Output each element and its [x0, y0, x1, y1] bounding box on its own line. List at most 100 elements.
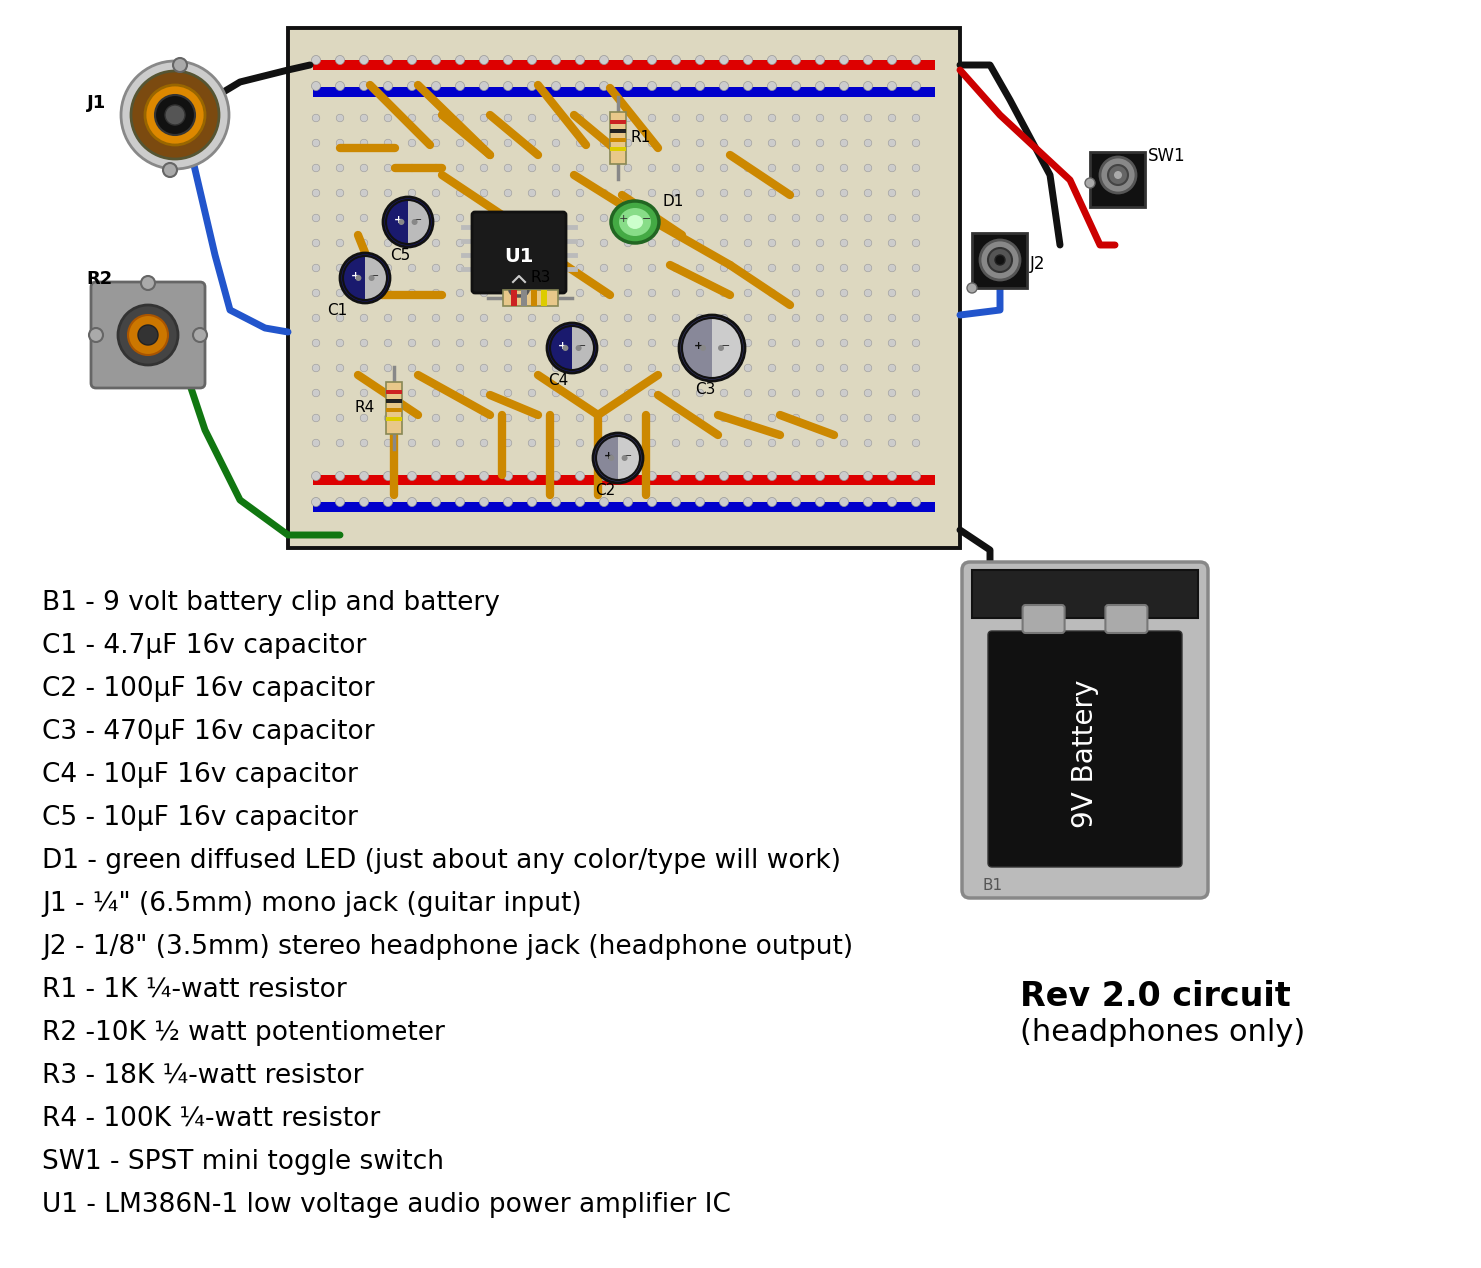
Circle shape: [384, 214, 392, 222]
FancyBboxPatch shape: [972, 233, 1026, 288]
Text: +: +: [351, 271, 360, 281]
Circle shape: [792, 314, 800, 322]
Circle shape: [409, 264, 416, 271]
Circle shape: [432, 439, 440, 446]
Circle shape: [360, 56, 369, 65]
Circle shape: [529, 364, 536, 372]
Circle shape: [791, 497, 801, 506]
Circle shape: [624, 289, 632, 297]
Circle shape: [649, 214, 656, 222]
Circle shape: [840, 415, 847, 422]
Circle shape: [863, 81, 872, 90]
Circle shape: [701, 345, 706, 351]
Circle shape: [624, 439, 632, 446]
Bar: [387, 408, 401, 412]
Circle shape: [504, 340, 512, 347]
Circle shape: [600, 264, 607, 271]
Circle shape: [384, 415, 392, 422]
Circle shape: [311, 472, 320, 481]
Circle shape: [336, 289, 344, 297]
Circle shape: [816, 415, 823, 422]
Text: +: +: [394, 216, 403, 224]
Circle shape: [743, 114, 752, 122]
Circle shape: [791, 472, 801, 481]
Polygon shape: [407, 200, 429, 243]
Circle shape: [504, 81, 512, 90]
Circle shape: [769, 139, 776, 147]
Text: C5 - 10μF 16v capacitor: C5 - 10μF 16v capacitor: [41, 805, 358, 831]
Circle shape: [865, 189, 872, 197]
Circle shape: [863, 497, 872, 506]
Circle shape: [720, 389, 727, 397]
Circle shape: [649, 164, 656, 171]
Circle shape: [720, 240, 727, 247]
Circle shape: [336, 189, 344, 197]
Circle shape: [336, 415, 344, 422]
Circle shape: [398, 219, 404, 224]
Circle shape: [912, 389, 920, 397]
Circle shape: [718, 345, 724, 351]
Circle shape: [720, 415, 727, 422]
Circle shape: [387, 200, 429, 243]
Circle shape: [480, 189, 487, 197]
Circle shape: [696, 240, 703, 247]
Circle shape: [980, 240, 1020, 280]
Circle shape: [816, 164, 823, 171]
Circle shape: [769, 189, 776, 197]
Circle shape: [792, 415, 800, 422]
Circle shape: [889, 340, 896, 347]
Circle shape: [456, 314, 464, 322]
Bar: [387, 391, 401, 394]
Text: C1 - 4.7μF 16v capacitor: C1 - 4.7μF 16v capacitor: [41, 633, 366, 659]
Circle shape: [743, 139, 752, 147]
Circle shape: [792, 289, 800, 297]
FancyBboxPatch shape: [90, 281, 204, 388]
Circle shape: [312, 439, 320, 446]
Circle shape: [360, 189, 367, 197]
Circle shape: [311, 56, 320, 65]
Circle shape: [889, 240, 896, 247]
Circle shape: [563, 345, 569, 351]
Circle shape: [504, 497, 512, 506]
Circle shape: [576, 497, 585, 506]
Bar: [387, 417, 401, 421]
Circle shape: [696, 114, 703, 122]
Circle shape: [156, 95, 195, 134]
Circle shape: [889, 139, 896, 147]
Circle shape: [696, 164, 703, 171]
Circle shape: [767, 56, 776, 65]
Bar: [511, 290, 517, 306]
Circle shape: [792, 364, 800, 372]
Circle shape: [840, 389, 847, 397]
Circle shape: [649, 389, 656, 397]
Circle shape: [696, 497, 705, 506]
Circle shape: [600, 389, 607, 397]
Circle shape: [432, 114, 440, 122]
Circle shape: [792, 139, 800, 147]
Circle shape: [1108, 165, 1129, 185]
Circle shape: [412, 219, 418, 224]
Circle shape: [649, 415, 656, 422]
Text: U1: U1: [505, 247, 533, 266]
Circle shape: [549, 326, 594, 370]
Circle shape: [671, 81, 680, 90]
Circle shape: [792, 264, 800, 271]
Circle shape: [529, 214, 536, 222]
Circle shape: [576, 472, 585, 481]
Circle shape: [336, 114, 344, 122]
Circle shape: [649, 340, 656, 347]
Circle shape: [480, 114, 487, 122]
FancyBboxPatch shape: [1022, 605, 1065, 633]
Circle shape: [409, 364, 416, 372]
Circle shape: [672, 114, 680, 122]
Circle shape: [600, 81, 609, 90]
Circle shape: [743, 364, 752, 372]
Circle shape: [889, 214, 896, 222]
Polygon shape: [618, 436, 640, 481]
Circle shape: [672, 439, 680, 446]
Circle shape: [889, 264, 896, 271]
Circle shape: [600, 214, 607, 222]
Circle shape: [576, 364, 584, 372]
Bar: [504, 290, 558, 306]
Circle shape: [889, 189, 896, 197]
